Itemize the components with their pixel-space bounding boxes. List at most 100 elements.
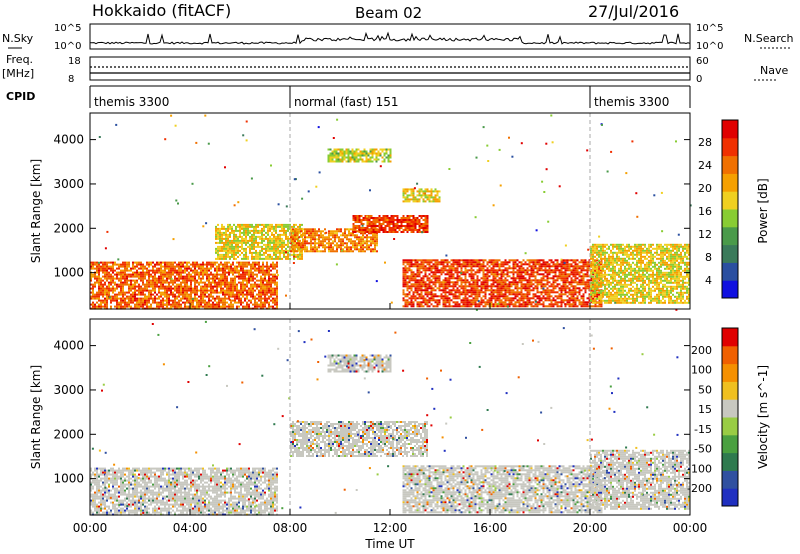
heatmap-cell	[215, 241, 217, 244]
heatmap-cell	[564, 299, 567, 302]
heatmap-cell	[106, 301, 108, 304]
heatmap-cell	[452, 281, 455, 284]
heatmap-cell	[359, 156, 362, 159]
heatmap-cell	[368, 223, 371, 225]
heatmap-cell	[488, 279, 491, 282]
heatmap-cell	[360, 229, 363, 231]
heatmap-cell	[268, 295, 270, 298]
heatmap-cell	[238, 275, 240, 278]
heatmap-cell	[220, 269, 222, 272]
heatmap-cell	[520, 261, 523, 264]
heatmap-cell	[349, 150, 352, 153]
heatmap-cell	[560, 291, 563, 294]
heatmap-cell	[294, 236, 296, 239]
heatmap-cell	[190, 297, 192, 300]
heatmap-cell	[484, 279, 487, 282]
heatmap-cell	[359, 158, 362, 161]
heatmap-cell	[418, 190, 421, 193]
heatmap-cell	[359, 150, 362, 153]
heatmap-cell	[564, 267, 567, 270]
heatmap-cell	[416, 303, 419, 306]
heatmap-cell	[258, 263, 260, 266]
heatmap-cell	[258, 261, 260, 264]
heatmap-cell	[544, 275, 547, 278]
heatmap-cell	[182, 289, 184, 292]
heatmap-cell	[182, 263, 184, 266]
heatmap-cell	[266, 291, 268, 294]
heatmap-cell	[124, 273, 126, 276]
heatmap-cell	[496, 271, 499, 274]
heatmap-cell	[174, 303, 176, 306]
heatmap-cell	[464, 273, 467, 276]
heatmap-cell	[468, 303, 471, 306]
heatmap-cell	[248, 281, 250, 284]
heatmap-cell	[560, 271, 563, 274]
heatmap-cell	[373, 158, 376, 161]
heatmap-cell	[194, 285, 196, 288]
heatmap-cell	[572, 291, 575, 294]
heatmap-cell	[558, 305, 561, 308]
heatmap-cell	[214, 289, 216, 292]
heatmap-cell	[136, 293, 138, 296]
heatmap-cell	[212, 289, 214, 292]
heatmap-cell	[218, 285, 220, 288]
heatmap-cell	[249, 237, 251, 240]
heatmap-cell	[406, 269, 409, 272]
heatmap-cell	[420, 289, 423, 292]
heatmap-cell	[178, 289, 180, 292]
heatmap-cell	[166, 305, 168, 308]
heatmap-cell	[456, 287, 459, 290]
heatmap-cell	[246, 281, 248, 284]
heatmap-cell	[172, 295, 174, 298]
heatmap-cell	[104, 287, 106, 290]
heatmap-cell	[490, 259, 493, 262]
heatmap-cell	[496, 297, 499, 300]
heatmap-cell	[150, 279, 152, 282]
heatmap-cell	[560, 261, 563, 264]
heatmap-cell	[224, 303, 226, 306]
heatmap-cell	[220, 283, 222, 286]
heatmap-cell	[239, 249, 241, 252]
heatmap-cell	[247, 231, 249, 234]
heatmap-cell	[450, 271, 453, 274]
heatmap-cell	[456, 283, 459, 286]
heatmap-cell	[192, 291, 194, 294]
heatmap-cell	[574, 261, 577, 264]
heatmap-cell	[512, 275, 515, 278]
heatmap-cell	[365, 154, 368, 157]
heatmap-cell	[238, 299, 240, 302]
heatmap-cell	[200, 303, 202, 306]
heatmap-cell	[92, 301, 94, 304]
heatmap-cell	[290, 234, 292, 237]
heatmap-cell	[444, 289, 447, 292]
heatmap-cell	[274, 265, 276, 268]
heatmap-cell	[168, 267, 170, 270]
heatmap-cell	[212, 281, 214, 284]
heatmap-cell	[314, 234, 316, 237]
heatmap-cell	[506, 261, 509, 264]
heatmap-cell	[272, 277, 274, 280]
heatmap-cell	[262, 271, 264, 274]
heatmap-cell	[336, 232, 338, 235]
heatmap-cell	[258, 267, 260, 270]
heatmap-cell	[506, 267, 509, 270]
heatmap-cell	[235, 257, 237, 260]
heatmap-cell	[464, 259, 467, 262]
heatmap-cell	[266, 301, 268, 304]
heatmap-cell	[378, 217, 381, 219]
heatmap-cell	[484, 285, 487, 288]
heatmap-cell	[548, 267, 551, 270]
heatmap-cell	[347, 148, 350, 151]
heatmap-cell	[492, 269, 495, 272]
heatmap-cell	[560, 287, 563, 290]
heatmap-cell	[530, 279, 533, 282]
heatmap-cell	[254, 261, 256, 264]
heatmap-cell	[176, 269, 178, 272]
heatmap-cell	[96, 269, 98, 272]
heatmap-cell	[464, 297, 467, 300]
heatmap-cell	[182, 281, 184, 284]
heatmap-cell	[184, 301, 186, 304]
heatmap-cell	[160, 265, 162, 268]
heatmap-cell	[368, 248, 370, 251]
heatmap-cell	[235, 227, 237, 230]
